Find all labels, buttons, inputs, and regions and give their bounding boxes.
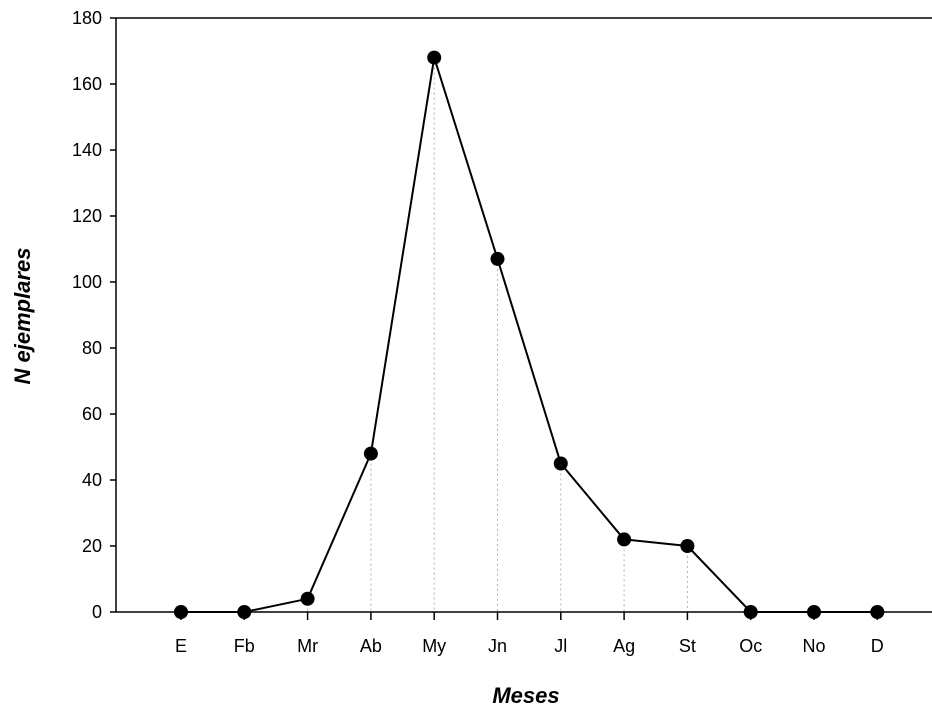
x-tick-label: Ab — [360, 636, 382, 656]
data-point — [300, 591, 315, 606]
y-axis-title: N ejemplares — [10, 248, 35, 385]
y-tick-label: 80 — [82, 338, 102, 358]
y-tick-label: 40 — [82, 470, 102, 490]
data-point — [680, 539, 695, 553]
y-tick-label: 160 — [72, 74, 102, 94]
x-tick-label: Ag — [613, 636, 635, 656]
x-tick-label: My — [422, 636, 446, 656]
data-point — [553, 456, 568, 471]
x-tick-label: D — [871, 636, 884, 656]
x-tick-label: No — [802, 636, 825, 656]
x-tick-label: E — [175, 636, 187, 656]
x-axis-title: Meses — [492, 683, 559, 708]
data-point — [490, 251, 505, 266]
data-point — [617, 532, 632, 547]
x-tick-label: Fb — [234, 636, 255, 656]
y-tick-label: 120 — [72, 206, 102, 226]
y-tick-label: 100 — [72, 272, 102, 292]
y-tick-label: 60 — [82, 404, 102, 424]
x-tick-label: Mr — [297, 636, 318, 656]
y-tick-label: 180 — [72, 8, 102, 28]
x-tick-label: Oc — [739, 636, 762, 656]
data-point — [427, 50, 442, 65]
series-line — [181, 57, 878, 613]
x-tick-label: Jn — [488, 636, 507, 656]
x-tick-label: Jl — [554, 636, 567, 656]
data-point — [363, 446, 378, 461]
x-tick-label: St — [679, 636, 696, 656]
y-tick-label: 140 — [72, 140, 102, 160]
y-tick-label: 0 — [92, 602, 102, 622]
y-tick-label: 20 — [82, 536, 102, 556]
